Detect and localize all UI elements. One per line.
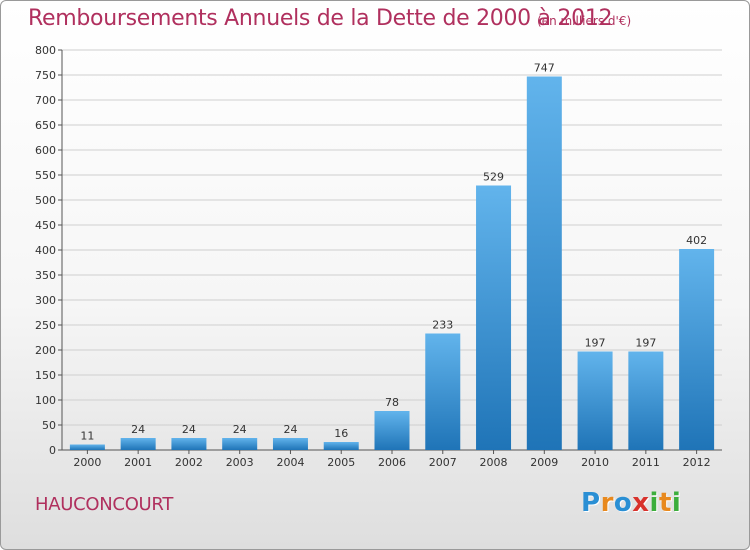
bars xyxy=(69,76,715,450)
data-label: 24 xyxy=(283,423,297,436)
data-label: 24 xyxy=(233,423,247,436)
data-label: 402 xyxy=(686,234,707,247)
y-tick-label: 250 xyxy=(35,319,56,332)
x-tick-label: 2007 xyxy=(429,456,457,469)
x-tick-label: 2003 xyxy=(226,456,254,469)
commune-name: HAUCONCOURT xyxy=(35,494,174,515)
x-tick-label: 2010 xyxy=(581,456,609,469)
labels: 0 50 100 150 200 250 300 350 400 450 500 550 600 650 7… xyxy=(35,44,711,469)
y-tick-label: 0 xyxy=(49,444,56,457)
gridlines xyxy=(62,49,722,451)
data-label: 233 xyxy=(432,319,453,332)
y-tick-label: 650 xyxy=(35,119,56,132)
x-tick-label: 2008 xyxy=(480,456,508,469)
axes xyxy=(58,49,722,454)
y-tick-label: 200 xyxy=(35,344,56,357)
data-label: 11 xyxy=(80,430,94,443)
bar-2001 xyxy=(120,438,156,450)
x-tick-label: 2002 xyxy=(175,456,203,469)
y-tick-label: 350 xyxy=(35,269,56,282)
bar-2000 xyxy=(69,444,105,450)
logo-letter: t xyxy=(658,488,672,518)
y-tick-label: 100 xyxy=(35,394,56,407)
y-tick-label: 550 xyxy=(35,169,56,182)
x-tick-label: 2011 xyxy=(632,456,660,469)
y-tick-label: 150 xyxy=(35,369,56,382)
logo-letter: P xyxy=(581,488,601,518)
proxiti-logo: Proxiti xyxy=(581,488,681,518)
data-label: 24 xyxy=(131,423,145,436)
bar-2010 xyxy=(577,351,613,450)
bar-2007 xyxy=(425,333,461,450)
x-tick-label: 2012 xyxy=(683,456,711,469)
bar-2004 xyxy=(272,438,308,450)
x-tick-label: 2000 xyxy=(73,456,101,469)
bar-2009 xyxy=(526,76,562,450)
logo-letter: o xyxy=(613,488,633,518)
y-tick-label: 450 xyxy=(35,219,56,232)
bar-2003 xyxy=(222,438,258,450)
data-label: 24 xyxy=(182,423,196,436)
x-tick-label: 2001 xyxy=(124,456,152,469)
data-label: 197 xyxy=(585,337,606,350)
bar-2006 xyxy=(374,411,410,450)
x-tick-label: 2004 xyxy=(276,456,304,469)
y-tick-label: 50 xyxy=(42,419,56,432)
data-label: 747 xyxy=(534,62,555,75)
bar-2011 xyxy=(628,351,664,450)
bar-2002 xyxy=(171,438,207,450)
y-tick-label: 500 xyxy=(35,194,56,207)
data-label: 16 xyxy=(334,427,348,440)
logo-letter: i xyxy=(649,488,659,518)
y-tick-label: 300 xyxy=(35,294,56,307)
data-label: 78 xyxy=(385,396,399,409)
y-tick-label: 700 xyxy=(35,94,56,107)
logo-letter: x xyxy=(632,488,650,518)
logo-letter: r xyxy=(600,488,614,518)
x-tick-label: 2009 xyxy=(530,456,558,469)
bar-2005 xyxy=(323,442,359,450)
y-tick-label: 600 xyxy=(35,144,56,157)
y-tick-label: 800 xyxy=(35,44,56,57)
x-tick-label: 2006 xyxy=(378,456,406,469)
data-label: 529 xyxy=(483,171,504,184)
data-label: 197 xyxy=(635,337,656,350)
logo-letter: i xyxy=(671,488,682,518)
chart-title: Remboursements Annuels de la Dette de 20… xyxy=(28,6,613,31)
bar-2012 xyxy=(679,249,715,450)
bar-2008 xyxy=(476,185,512,450)
y-tick-label: 400 xyxy=(35,244,56,257)
y-tick-label: 750 xyxy=(35,69,56,82)
chart-subtitle: (en milliers d'€) xyxy=(537,14,632,28)
x-tick-label: 2005 xyxy=(327,456,355,469)
